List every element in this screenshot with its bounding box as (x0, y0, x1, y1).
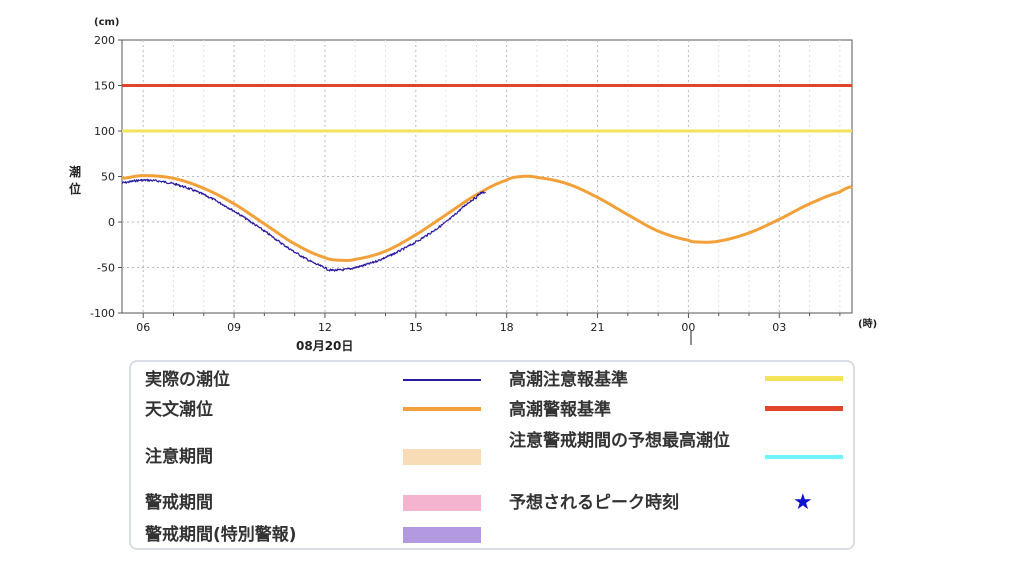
legend-label-caution-period: 注意期間 (145, 447, 213, 467)
y-tick-label: -100 (90, 307, 115, 320)
legend-swatch-storm-caution (765, 376, 843, 381)
series-layer (121, 84, 853, 272)
star-icon: ★ (793, 490, 813, 515)
legend-swatch-caution-period (403, 449, 481, 465)
x-tick-label: 06 (136, 321, 150, 334)
x-tick-label: 00 (681, 321, 695, 334)
y-axis-label-2: 位 (69, 181, 81, 196)
series-line (121, 178, 486, 272)
x-axis-ticks: 06 09 12 15 18 21 00 03 (136, 313, 841, 334)
y-tick-label: -50 (97, 262, 115, 275)
y-tick-label: 100 (94, 125, 115, 138)
x-tick-label: 03 (772, 321, 786, 334)
x-unit-label: (時) (858, 317, 877, 330)
legend-swatch-storm-warning (765, 406, 843, 411)
legend-label-peak-time: 予想されるピーク時刻 (509, 493, 679, 513)
legend-label-warning-special: 警戒期間(特別警報) (145, 525, 297, 545)
legend-label-peak-forecast: 注意警戒期間の予想最高潮位 (509, 431, 730, 451)
y-tick-label: 200 (94, 34, 115, 47)
legend: 実際の潮位 天文潮位 注意期間 警戒期間 警戒期間(特別警報) 高潮注意報基準 … (129, 360, 855, 550)
legend-swatch-warning-special (403, 527, 481, 543)
legend-label-storm-caution: 高潮注意報基準 (509, 370, 628, 390)
date-label: 08月20日 (296, 339, 353, 353)
legend-label-storm-warning: 高潮警報基準 (509, 400, 611, 420)
x-tick-label: 09 (227, 321, 241, 334)
y-tick-label: 0 (108, 216, 115, 229)
legend-label-warning-period: 警戒期間 (145, 493, 213, 513)
legend-swatch-astro (403, 407, 481, 411)
x-tick-label: 12 (318, 321, 332, 334)
y-axis-label-1: 潮 (69, 164, 81, 179)
y-tick-label: 150 (94, 80, 115, 93)
y-axis-ticks: 200 150 100 50 0 -50 -100 (90, 34, 122, 320)
x-tick-label: 15 (409, 321, 423, 334)
legend-label-actual: 実際の潮位 (145, 370, 230, 390)
legend-swatch-warning-period (403, 495, 481, 511)
x-tick-label: 21 (591, 321, 605, 334)
y-unit-label: (cm) (94, 17, 120, 28)
legend-swatch-actual (403, 379, 481, 381)
y-tick-label: 50 (101, 171, 115, 184)
tide-chart: 200 150 100 50 0 -50 -100 06 09 12 15 18 21 00 03 (cm… (69, 17, 877, 353)
legend-label-astro: 天文潮位 (145, 400, 213, 420)
x-tick-label: 18 (500, 321, 514, 334)
series-line (121, 174, 853, 262)
legend-swatch-peak-forecast (765, 455, 843, 459)
